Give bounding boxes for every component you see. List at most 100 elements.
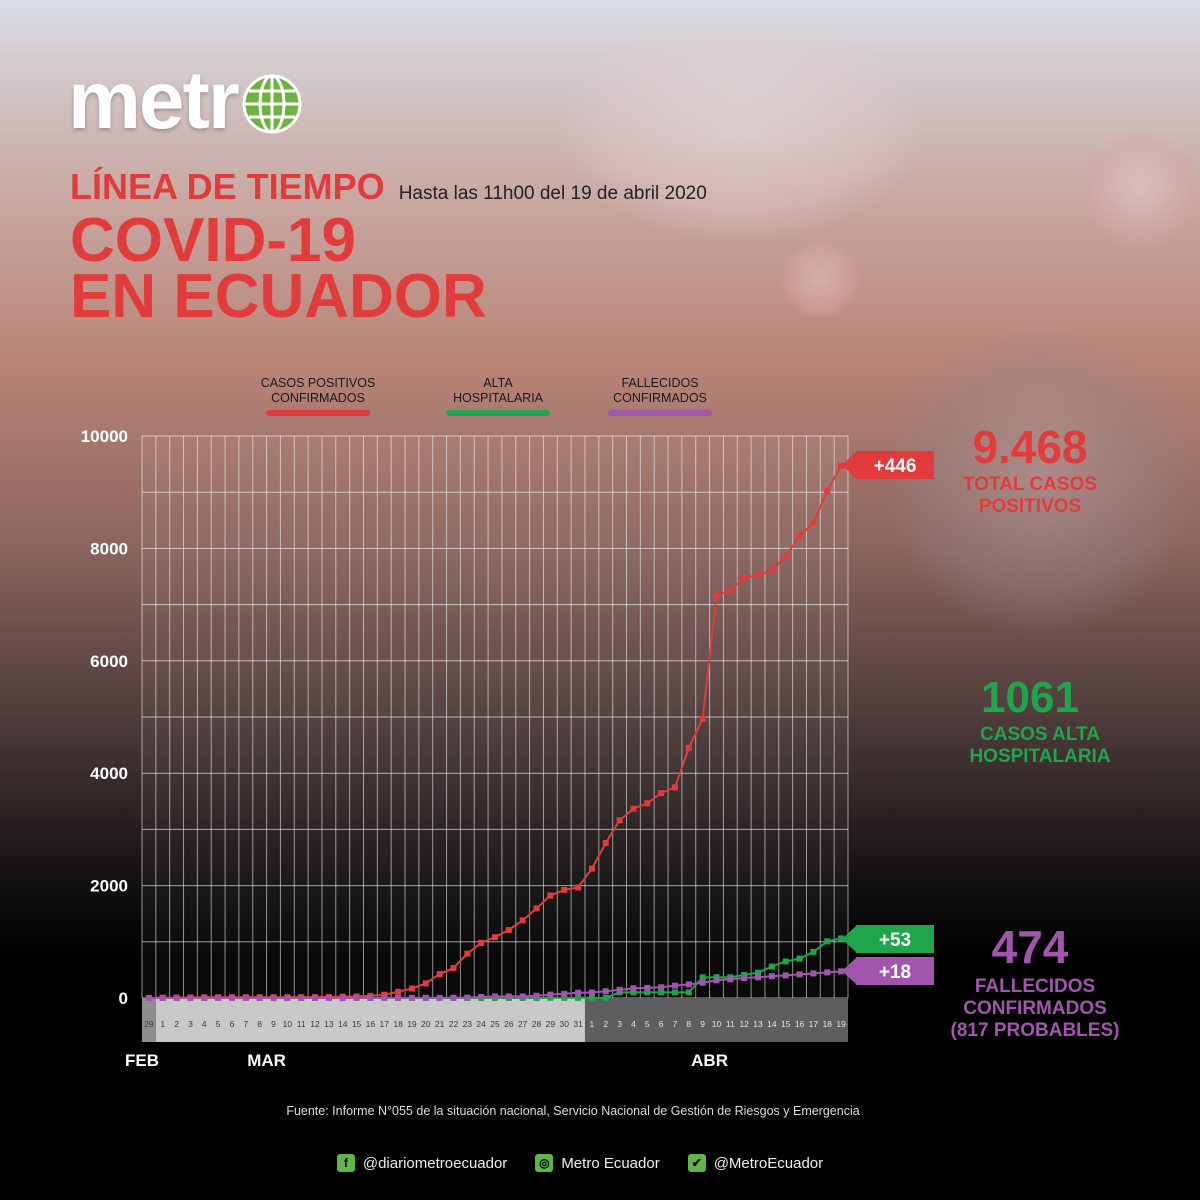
data-point-fallecidos	[575, 989, 582, 996]
data-point-casos	[685, 744, 692, 751]
x-day-label: 5	[216, 1019, 221, 1029]
data-point-fallecidos	[561, 990, 568, 997]
social-instagram[interactable]: ◎ Metro Ecuador	[535, 1154, 660, 1172]
data-point-casos	[588, 865, 595, 872]
x-day-label: 14	[767, 1019, 777, 1029]
x-day-label: 22	[449, 1019, 459, 1029]
x-day-label: 8	[686, 1019, 691, 1029]
end-badge-arrow-fallecidos	[842, 958, 856, 984]
x-day-label: 11	[726, 1019, 735, 1029]
x-day-label: 29	[546, 1019, 556, 1029]
deaths-label-line1: FALLECIDOS	[974, 976, 1096, 997]
main-title-line1: COVID-19	[70, 206, 356, 275]
legend-casos-swatch	[266, 410, 370, 416]
data-point-alta	[547, 994, 554, 1001]
data-point-fallecidos	[312, 995, 319, 1001]
mar-axis-band	[155, 998, 585, 1042]
x-day-label: 19	[836, 1019, 846, 1029]
social-twitter[interactable]: ✔ @MetroEcuador	[687, 1154, 824, 1172]
data-point-alta	[602, 994, 609, 1001]
data-point-casos	[768, 567, 775, 574]
data-point-fallecidos	[408, 994, 415, 1001]
x-day-label: 5	[645, 1019, 650, 1029]
x-day-label: 13	[753, 1019, 763, 1029]
x-day-label: 1	[590, 1019, 595, 1029]
data-point-casos	[505, 926, 512, 933]
data-point-casos	[824, 487, 831, 494]
data-point-casos	[699, 715, 706, 722]
title-line: LÍNEA DE TIEMPO Hasta las 11h00 del 19 d…	[70, 166, 707, 208]
data-point-casos	[519, 917, 526, 924]
data-point-fallecidos	[215, 995, 222, 1001]
total-cases-number: 9.468	[972, 421, 1088, 473]
data-point-alta	[838, 935, 845, 942]
data-point-casos	[450, 965, 457, 972]
feb-axis-band	[142, 998, 156, 1042]
x-day-label: 4	[631, 1019, 636, 1029]
x-day-label: 7	[243, 1019, 248, 1029]
data-point-fallecidos	[824, 969, 831, 976]
social-facebook[interactable]: f @diariometroecuador	[336, 1154, 507, 1172]
social-links: f @diariometroecuador ◎ Metro Ecuador ✔ …	[0, 1154, 1160, 1172]
x-day-label: 27	[518, 1019, 528, 1029]
timeline-title: LÍNEA DE TIEMPO	[70, 166, 385, 207]
x-day-label: 28	[532, 1019, 542, 1029]
data-point-fallecidos	[450, 994, 457, 1001]
legend-fallecidos-label1: FALLECIDOS	[621, 376, 699, 390]
x-day-label: 24	[476, 1019, 486, 1029]
discharged-label-line1: CASOS ALTA	[980, 724, 1100, 745]
legend-alta-label1: ALTA	[483, 376, 513, 390]
x-day-label: 15	[781, 1019, 791, 1029]
data-point-casos	[782, 553, 789, 560]
data-point-fallecidos	[644, 984, 651, 991]
x-day-label: 10	[283, 1019, 293, 1029]
x-day-label: 10	[712, 1019, 722, 1029]
end-label-casos: +446	[874, 456, 917, 477]
data-point-fallecidos	[395, 994, 402, 1001]
x-day-label: 9	[271, 1019, 276, 1029]
data-point-casos	[658, 790, 665, 797]
data-point-alta	[630, 989, 637, 996]
data-point-casos	[395, 988, 402, 995]
data-point-fallecidos	[519, 993, 526, 1000]
source-note: Fuente: Informe N°055 de la situación na…	[286, 1104, 860, 1118]
month-label: ABR	[691, 1051, 728, 1070]
data-point-fallecidos	[533, 992, 540, 999]
x-day-label: 29	[144, 1019, 154, 1029]
data-point-alta	[671, 989, 678, 996]
data-point-fallecidos	[713, 977, 720, 984]
data-point-casos	[436, 971, 443, 978]
background-virus-decoration	[560, 20, 920, 240]
month-label: FEB	[125, 1051, 159, 1070]
x-day-label: 15	[352, 1019, 362, 1029]
x-day-label: 7	[673, 1019, 678, 1029]
twitter-icon: ✔	[687, 1154, 706, 1172]
end-badge-alta	[856, 925, 934, 953]
data-point-alta	[796, 955, 803, 962]
x-day-label: 23	[463, 1019, 473, 1029]
end-label-alta: +53	[879, 930, 911, 951]
social-twitter-text: @MetroEcuador	[713, 1154, 824, 1172]
data-point-alta	[588, 994, 595, 1001]
data-point-fallecidos	[505, 993, 512, 1000]
deaths-label-line2: CONFIRMADOS	[963, 998, 1107, 1019]
data-point-alta	[644, 989, 651, 996]
abr-axis-band	[584, 998, 848, 1042]
background-virus-decoration	[1080, 130, 1200, 250]
data-point-casos	[713, 592, 720, 599]
legend-casos-label2: CONFIRMADOS	[271, 391, 365, 405]
date-subtitle: Hasta las 11h00 del 19 de abril 2020	[398, 183, 707, 204]
data-point-fallecidos	[228, 995, 235, 1001]
x-day-label: 8	[257, 1019, 262, 1029]
data-point-fallecidos	[256, 995, 263, 1001]
data-point-fallecidos	[630, 985, 637, 992]
x-day-label: 21	[435, 1019, 445, 1029]
deaths-number: 474	[991, 921, 1069, 973]
data-point-fallecidos	[810, 970, 817, 977]
data-point-fallecidos	[699, 979, 706, 986]
data-point-fallecidos	[727, 976, 734, 983]
data-point-casos	[492, 934, 498, 941]
data-point-fallecidos	[492, 993, 498, 1000]
y-tick-label: 4000	[90, 764, 128, 783]
data-point-alta	[575, 994, 582, 1001]
